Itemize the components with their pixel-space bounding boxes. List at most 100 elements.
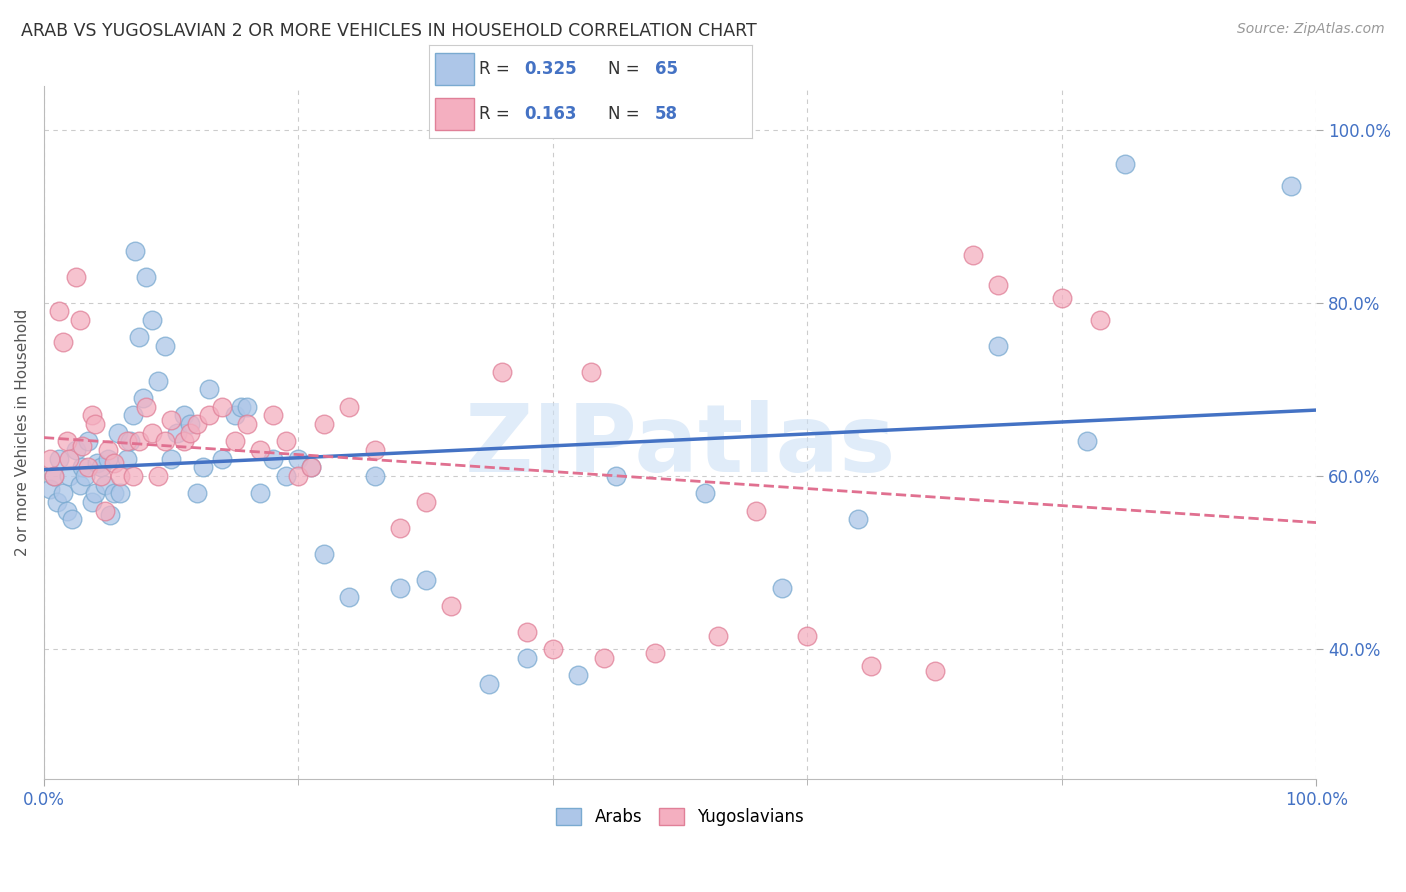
- Point: [115, 451, 138, 466]
- Text: N =: N =: [609, 60, 645, 78]
- Point: [58, 451, 80, 466]
- Point: [141, 313, 163, 327]
- Point: [987, 339, 1010, 353]
- Point: [96, 451, 118, 466]
- Point: [312, 417, 335, 431]
- Point: [148, 374, 170, 388]
- Point: [90, 469, 112, 483]
- Point: [299, 460, 322, 475]
- Point: [859, 659, 882, 673]
- Point: [312, 547, 335, 561]
- Point: [135, 400, 157, 414]
- Point: [249, 442, 271, 457]
- Point: [69, 313, 91, 327]
- Point: [42, 469, 65, 483]
- Point: [1279, 178, 1302, 193]
- Point: [42, 469, 65, 483]
- Point: [337, 590, 360, 604]
- Text: N =: N =: [609, 105, 645, 123]
- Point: [287, 469, 309, 483]
- Point: [96, 442, 118, 457]
- Point: [83, 486, 105, 500]
- Point: [186, 417, 208, 431]
- Point: [124, 244, 146, 258]
- Point: [160, 451, 183, 466]
- Point: [52, 334, 75, 349]
- FancyBboxPatch shape: [436, 98, 474, 130]
- Point: [287, 451, 309, 466]
- Point: [141, 425, 163, 440]
- Text: 0.325: 0.325: [524, 60, 576, 78]
- Point: [65, 269, 87, 284]
- Point: [110, 486, 132, 500]
- Point: [82, 409, 104, 423]
- Point: [60, 512, 83, 526]
- Point: [274, 434, 297, 449]
- Point: [516, 624, 538, 639]
- Point: [135, 269, 157, 284]
- Point: [211, 400, 233, 414]
- Point: [153, 339, 176, 353]
- Point: [52, 486, 75, 500]
- Point: [128, 330, 150, 344]
- Point: [110, 469, 132, 483]
- Point: [1114, 157, 1136, 171]
- Point: [605, 469, 627, 483]
- Point: [229, 400, 252, 414]
- Text: R =: R =: [479, 60, 515, 78]
- Point: [567, 668, 589, 682]
- Point: [128, 434, 150, 449]
- Point: [191, 460, 214, 475]
- Point: [415, 495, 437, 509]
- Point: [224, 434, 246, 449]
- Point: [299, 460, 322, 475]
- Point: [94, 503, 117, 517]
- Point: [962, 248, 984, 262]
- Point: [82, 495, 104, 509]
- Point: [160, 412, 183, 426]
- Point: [58, 469, 80, 483]
- Point: [745, 503, 768, 517]
- Point: [262, 451, 284, 466]
- Point: [70, 460, 93, 475]
- Point: [173, 434, 195, 449]
- Point: [107, 425, 129, 440]
- Point: [77, 460, 100, 475]
- Text: ZIPatlas: ZIPatlas: [464, 401, 896, 492]
- Point: [39, 482, 62, 496]
- Point: [56, 503, 79, 517]
- Point: [122, 469, 145, 483]
- Point: [45, 495, 67, 509]
- Point: [48, 451, 70, 466]
- Text: ARAB VS YUGOSLAVIAN 2 OR MORE VEHICLES IN HOUSEHOLD CORRELATION CHART: ARAB VS YUGOSLAVIAN 2 OR MORE VEHICLES I…: [21, 22, 756, 40]
- Text: 0.163: 0.163: [524, 105, 576, 123]
- Text: 65: 65: [655, 60, 678, 78]
- Point: [198, 409, 221, 423]
- Point: [211, 451, 233, 466]
- Point: [262, 409, 284, 423]
- Point: [707, 629, 730, 643]
- Point: [579, 365, 602, 379]
- Point: [924, 664, 946, 678]
- Point: [56, 434, 79, 449]
- Point: [90, 460, 112, 475]
- Point: [103, 486, 125, 500]
- Point: [224, 409, 246, 423]
- Point: [77, 434, 100, 449]
- Point: [98, 508, 121, 522]
- Point: [148, 469, 170, 483]
- Point: [83, 417, 105, 431]
- Legend: Arabs, Yugoslavians: Arabs, Yugoslavians: [550, 801, 811, 833]
- Point: [179, 417, 201, 431]
- Point: [103, 456, 125, 470]
- Point: [132, 391, 155, 405]
- Text: R =: R =: [479, 105, 515, 123]
- Point: [987, 278, 1010, 293]
- Point: [846, 512, 869, 526]
- Point: [541, 642, 564, 657]
- Point: [1050, 292, 1073, 306]
- Point: [122, 409, 145, 423]
- Point: [236, 417, 259, 431]
- Point: [179, 425, 201, 440]
- Point: [389, 582, 412, 596]
